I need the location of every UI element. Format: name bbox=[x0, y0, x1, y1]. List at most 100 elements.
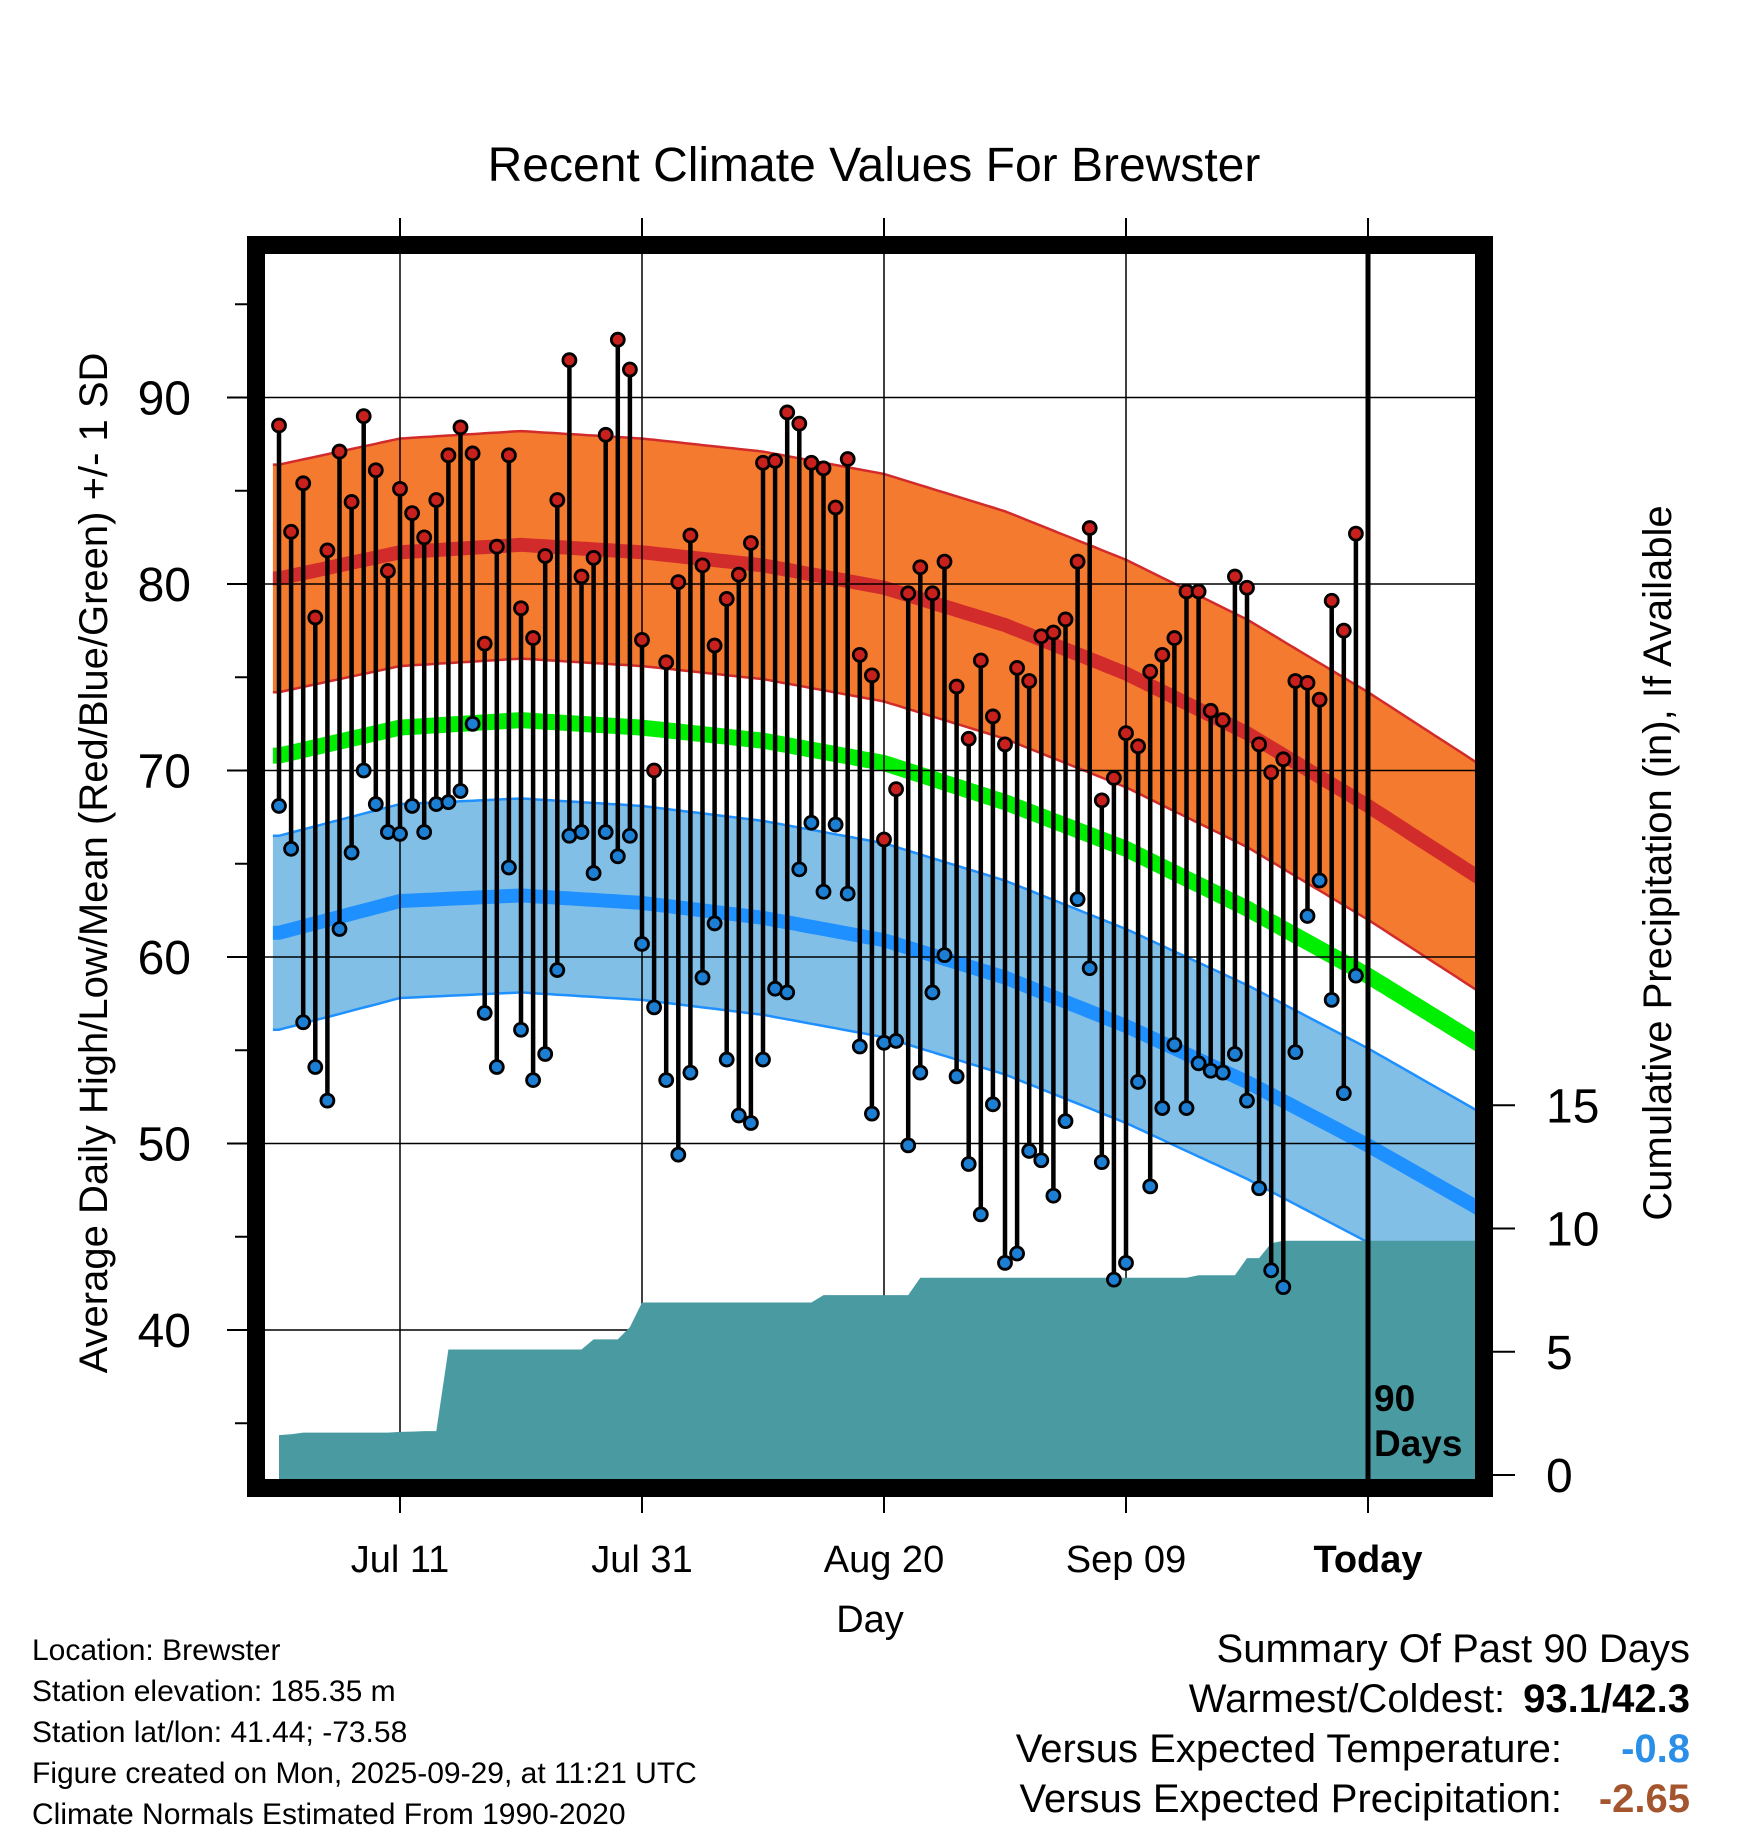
chart-title: Recent Climate Values For Brewster bbox=[488, 139, 1261, 192]
daily-low-point bbox=[573, 824, 590, 840]
daily-low-point bbox=[1166, 1036, 1183, 1053]
daily-high-point bbox=[1190, 583, 1207, 600]
warm-cold-label: Warmest/Coldest: bbox=[1188, 1677, 1506, 1721]
daily-high-point bbox=[997, 736, 1013, 753]
daily-high-point bbox=[743, 535, 759, 551]
daily-low-point bbox=[1057, 1113, 1074, 1130]
y2-tick-label: 15 bbox=[1546, 1080, 1599, 1133]
daily-low-point bbox=[706, 915, 723, 932]
daily-high-point bbox=[1154, 646, 1171, 663]
daily-high-point bbox=[573, 568, 590, 585]
daily-low-point bbox=[622, 827, 638, 844]
daily-low-point bbox=[755, 1051, 771, 1068]
daily-high-point bbox=[597, 426, 614, 443]
daily-low-point bbox=[343, 844, 360, 861]
daily-high-point bbox=[428, 492, 445, 508]
daily-high-point bbox=[827, 499, 844, 516]
daily-high-point bbox=[331, 443, 348, 460]
precip-vs-expected-label: Versus Expected Precipitation: bbox=[1019, 1777, 1562, 1821]
x-tick-label: Today bbox=[1313, 1539, 1422, 1581]
daily-high-point bbox=[985, 708, 1001, 725]
daily-high-point bbox=[839, 451, 856, 467]
daily-high-point bbox=[319, 542, 336, 559]
daily-low-point bbox=[634, 936, 650, 952]
daily-high-point bbox=[295, 475, 312, 492]
daily-low-point bbox=[355, 762, 372, 779]
daily-low-point bbox=[960, 1156, 977, 1172]
daily-low-point bbox=[1009, 1245, 1025, 1262]
daily-high-point bbox=[864, 667, 880, 684]
station-location: Location: Brewster bbox=[32, 1634, 281, 1667]
daily-high-point bbox=[888, 781, 904, 798]
daily-low-point bbox=[997, 1254, 1013, 1271]
daily-high-point bbox=[440, 447, 457, 464]
daily-low-point bbox=[367, 796, 384, 812]
daily-high-point bbox=[1045, 624, 1062, 641]
daily-high-point bbox=[1021, 673, 1038, 689]
daily-high-point bbox=[452, 419, 469, 436]
daily-low-point bbox=[295, 1014, 312, 1031]
daily-high-point bbox=[706, 637, 723, 654]
y-tick-label: 40 bbox=[138, 1305, 191, 1358]
daily-high-point bbox=[343, 494, 360, 510]
daily-low-point bbox=[1154, 1100, 1171, 1116]
daily-high-point bbox=[851, 646, 868, 663]
daily-high-point bbox=[960, 730, 977, 747]
daily-high-point bbox=[1009, 660, 1025, 676]
daily-low-point bbox=[416, 824, 433, 840]
daily-low-point bbox=[1093, 1154, 1110, 1171]
daily-low-point bbox=[1335, 1085, 1352, 1102]
daily-high-point bbox=[912, 559, 929, 576]
daily-high-point bbox=[972, 652, 989, 669]
station-latlon: Station lat/lon: 41.44; -73.58 bbox=[32, 1716, 408, 1749]
daily-high-point bbox=[1263, 764, 1280, 781]
daily-low-point bbox=[924, 984, 941, 1001]
daily-high-point bbox=[1166, 630, 1183, 646]
daily-high-point bbox=[1069, 553, 1086, 570]
daily-low-point bbox=[1178, 1100, 1195, 1116]
summary-temp-row: Versus Expected Temperature: -0.8 bbox=[1016, 1724, 1690, 1774]
daily-high-point bbox=[1335, 622, 1352, 639]
daily-low-point bbox=[331, 921, 348, 937]
y2-tick-label: 5 bbox=[1546, 1327, 1573, 1380]
daily-low-point bbox=[609, 848, 626, 865]
daily-low-point bbox=[1142, 1178, 1159, 1195]
daily-high-point bbox=[379, 563, 396, 579]
daily-high-point bbox=[1275, 751, 1292, 768]
daily-high-point bbox=[1299, 674, 1316, 691]
daily-high-point bbox=[549, 492, 566, 508]
daily-low-point bbox=[670, 1146, 687, 1163]
climate-normals-period: Climate Normals Estimated From 1990-2020 bbox=[32, 1798, 626, 1831]
figure-created: Figure created on Mon, 2025-09-29, at 11… bbox=[32, 1757, 697, 1790]
warm-cold-value: 93.1/42.3 bbox=[1523, 1677, 1690, 1721]
daily-low-point bbox=[718, 1051, 735, 1068]
daily-low-point bbox=[1348, 967, 1364, 984]
daily-low-point bbox=[1069, 891, 1086, 908]
daily-low-point bbox=[851, 1038, 868, 1055]
y2-tick-label: 10 bbox=[1546, 1204, 1599, 1257]
daily-low-point bbox=[283, 840, 300, 857]
daily-high-point bbox=[1227, 568, 1243, 585]
daily-low-point bbox=[1287, 1044, 1304, 1061]
daily-low-point bbox=[1130, 1074, 1146, 1090]
daily-low-point bbox=[985, 1096, 1001, 1113]
daily-low-point bbox=[271, 798, 287, 814]
daily-high-point bbox=[815, 460, 832, 477]
daily-low-point bbox=[404, 798, 421, 814]
daily-high-point bbox=[1251, 736, 1267, 753]
daily-high-point bbox=[307, 609, 324, 626]
summary-panel: Summary Of Past 90 Days Warmest/Coldest:… bbox=[1016, 1624, 1690, 1824]
y2-axis-label: Cumulative Precipitation (in), If Availa… bbox=[1636, 505, 1680, 1220]
daily-low-point bbox=[827, 816, 844, 833]
daily-high-point bbox=[791, 415, 808, 432]
daily-high-point bbox=[404, 505, 421, 522]
daily-low-point bbox=[307, 1059, 324, 1075]
station-info: Location: Brewster Station elevation: 18… bbox=[32, 1630, 697, 1835]
y-tick-label: 90 bbox=[138, 373, 191, 426]
daily-low-point bbox=[900, 1137, 917, 1154]
daily-high-point bbox=[585, 549, 602, 566]
daily-low-point bbox=[1045, 1187, 1062, 1204]
daily-low-point bbox=[972, 1206, 989, 1223]
daily-high-point bbox=[1202, 702, 1219, 719]
